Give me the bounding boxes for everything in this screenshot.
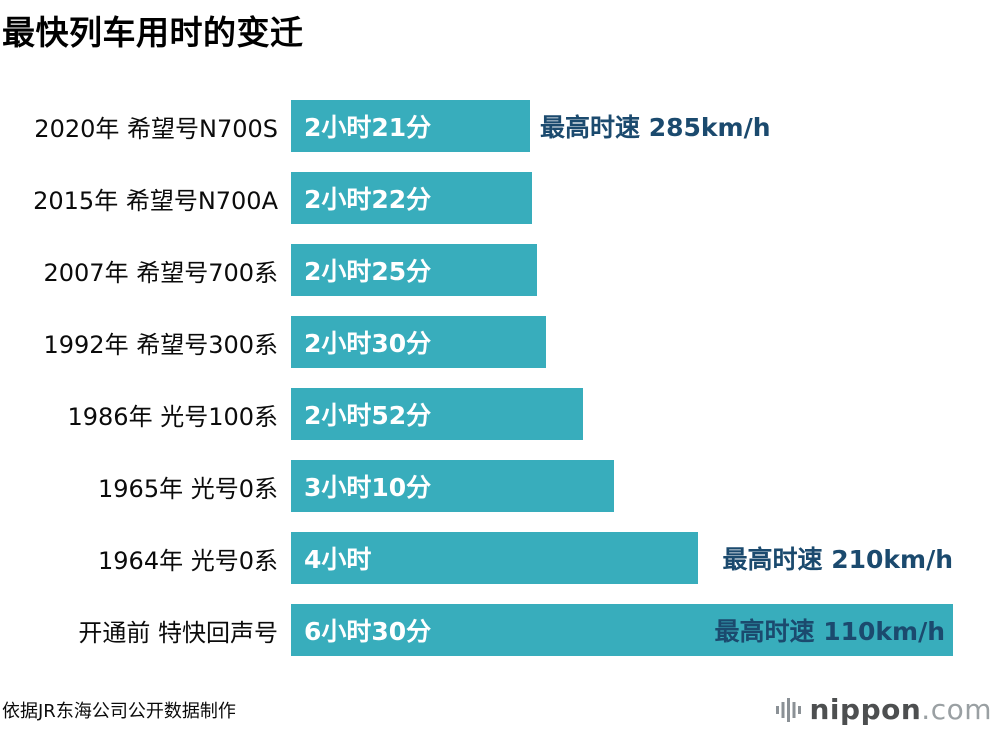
row-label: 1992年 希望号300系 <box>43 330 278 359</box>
chart-row: 2007年 希望号700系 2小时25分 <box>0 244 966 296</box>
row-bar-area: 2小时52分 <box>291 388 953 440</box>
logo-brand: nippon <box>809 693 922 726</box>
row-label: 2007年 希望号700系 <box>43 258 278 287</box>
speed-annotation: 最高时速 285km/h <box>540 113 771 142</box>
bar-time-label: 2小时21分 <box>304 113 432 142</box>
nippon-logo: nippon.com <box>775 693 993 726</box>
equalizer-bars-icon <box>775 697 801 722</box>
bar-chart: 2020年 希望号N700S 2小时21分 最高时速 285km/h 2015年… <box>0 100 966 676</box>
row-bar-area: 2小时22分 <box>291 172 953 224</box>
bar-time-label: 6小时30分 <box>304 617 432 646</box>
chart-row: 1964年 光号0系 4小时 最高时速 210km/h <box>0 532 966 584</box>
time-bar: 2小时21分 <box>291 100 530 152</box>
chart-row: 开通前 特快回声号 6小时30分 最高时速 110km/h <box>0 604 966 656</box>
speed-annotation: 最高时速 110km/h <box>714 617 946 646</box>
bar-time-label: 2小时30分 <box>304 329 432 358</box>
bar-time-label: 3小时10分 <box>304 473 432 502</box>
row-label: 1986年 光号100系 <box>67 402 278 431</box>
speed-annotation: 最高时速 210km/h <box>722 545 954 574</box>
page-title: 最快列车用时的变迁 <box>2 13 304 52</box>
row-bar-area: 6小时30分 最高时速 110km/h <box>291 604 953 656</box>
chart-row: 1992年 希望号300系 2小时30分 <box>0 316 966 368</box>
row-label: 开通前 特快回声号 <box>78 618 278 647</box>
logo-tld: .com <box>921 693 992 726</box>
time-bar: 2小时52分 <box>291 388 583 440</box>
row-label: 1964年 光号0系 <box>98 546 278 575</box>
time-bar: 2小时25分 <box>291 244 537 296</box>
bar-time-label: 4小时 <box>304 545 372 574</box>
time-bar: 3小时10分 <box>291 460 614 512</box>
row-label: 2015年 希望号N700A <box>33 186 278 215</box>
row-bar-area: 4小时 最高时速 210km/h <box>291 532 953 584</box>
bar-time-label: 2小时52分 <box>304 401 432 430</box>
row-label: 1965年 光号0系 <box>98 474 278 503</box>
time-bar: 2小时22分 <box>291 172 532 224</box>
chart-row: 1986年 光号100系 2小时52分 <box>0 388 966 440</box>
time-bar: 6小时30分 <box>291 604 953 656</box>
time-bar: 4小时 <box>291 532 698 584</box>
bar-time-label: 2小时25分 <box>304 257 432 286</box>
logo-text: nippon.com <box>810 693 993 726</box>
chart-row: 2015年 希望号N700A 2小时22分 <box>0 172 966 224</box>
time-bar: 2小时30分 <box>291 316 546 368</box>
chart-row: 2020年 希望号N700S 2小时21分 最高时速 285km/h <box>0 100 966 152</box>
source-note: 依据JR东海公司公开数据制作 <box>2 701 236 722</box>
row-label: 2020年 希望号N700S <box>34 114 278 143</box>
chart-row: 1965年 光号0系 3小时10分 <box>0 460 966 512</box>
row-bar-area: 2小时25分 <box>291 244 953 296</box>
row-bar-area: 2小时21分 最高时速 285km/h <box>291 100 953 152</box>
bar-time-label: 2小时22分 <box>304 185 432 214</box>
row-bar-area: 2小时30分 <box>291 316 953 368</box>
row-bar-area: 3小时10分 <box>291 460 953 512</box>
